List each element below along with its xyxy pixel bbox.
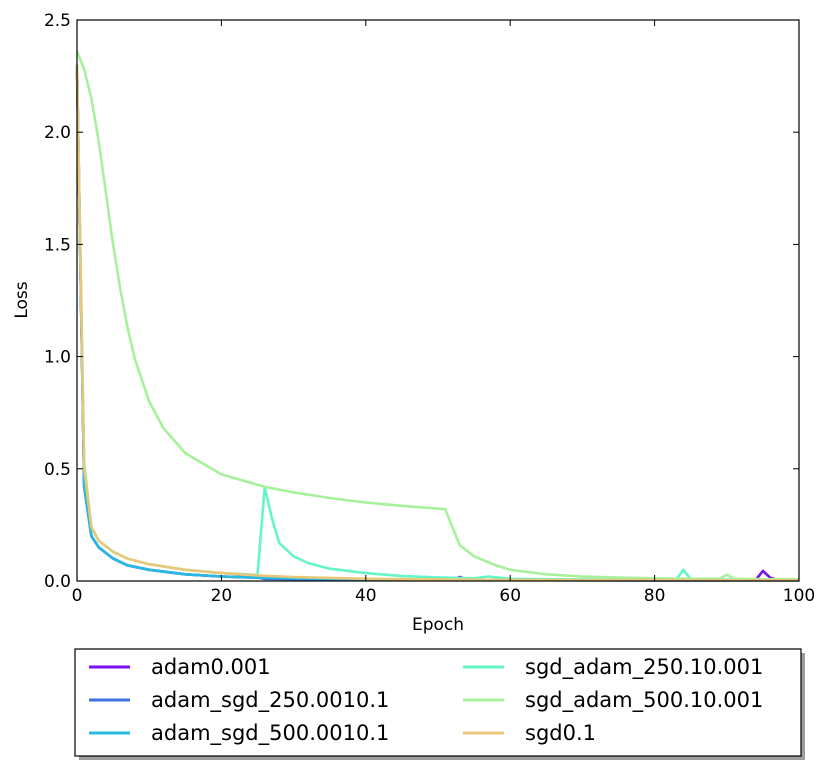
y-tick-label: 0.0: [44, 572, 71, 592]
legend-label-2: adam_sgd_500.0010.1: [151, 721, 389, 746]
legend-label-3: sgd_adam_250.10.001: [525, 655, 763, 680]
series-line-1: [75, 64, 799, 582]
x-axis-label: Epoch: [412, 615, 464, 635]
legend-box: [74, 648, 802, 757]
x-tick-label: 60: [499, 586, 521, 606]
y-tick-label: 1.5: [44, 235, 71, 255]
x-tick-label: 40: [355, 586, 377, 606]
y-tick-label: 0.5: [44, 460, 71, 480]
legend-label-0: adam0.001: [151, 655, 271, 679]
legend: adam0.001 adam_sgd_250.0010.1 adam_sgd_500…: [74, 648, 805, 760]
legend-label-5: sgd0.1: [525, 721, 596, 745]
y-axis-label: Loss: [12, 281, 32, 318]
y-tick-label: 1.0: [44, 348, 71, 368]
series-line-5: [75, 64, 799, 582]
series-line-3: [75, 64, 799, 582]
series-line-0: [75, 64, 800, 582]
series-line-2: [75, 64, 799, 582]
y-tick-label: 2.0: [44, 123, 71, 143]
ticks-layer: 0 20 40 60 80 100 0.0 0.5 1.0 1.5 2.0 2.5: [44, 11, 815, 606]
x-tick-label: 80: [644, 586, 666, 606]
series-line-4: [75, 50, 799, 581]
legend-label-1: adam_sgd_250.0010.1: [151, 688, 389, 713]
legend-items: adam0.001 adam_sgd_250.0010.1 adam_sgd_500…: [89, 655, 763, 746]
x-tick-label: 0: [72, 586, 83, 606]
x-tick-label: 100: [783, 586, 815, 606]
plot-frame: [76, 19, 800, 582]
series-layer: [75, 50, 800, 582]
legend-label-4: sgd_adam_500.10.001: [525, 688, 763, 713]
y-tick-label: 2.5: [44, 11, 71, 31]
x-tick-label: 20: [211, 586, 233, 606]
